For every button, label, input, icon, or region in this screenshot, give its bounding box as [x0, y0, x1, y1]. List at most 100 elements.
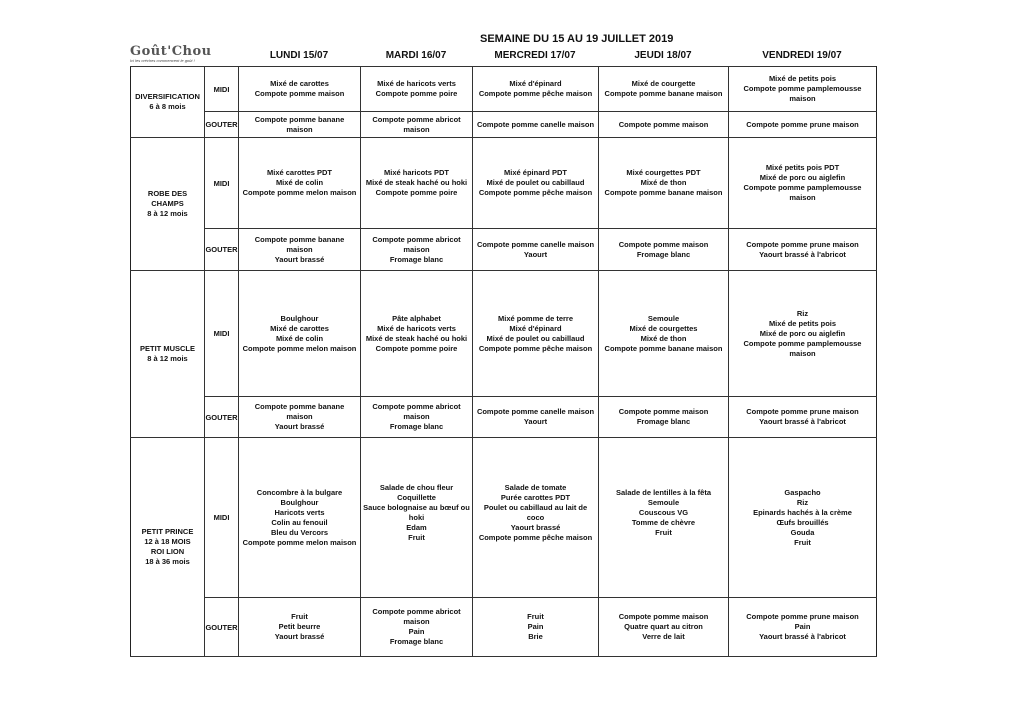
- menu-item: Mixé de steak haché ou hoki: [365, 178, 468, 187]
- menu-item: Mixé de porc ou aiglefin: [759, 328, 846, 338]
- meal-label-gouter: GOUTER: [204, 396, 239, 438]
- meal-label-gouter: GOUTER: [204, 111, 239, 138]
- menu-item: Fruit: [527, 612, 544, 621]
- menu-item: Mixé de colin: [275, 333, 324, 343]
- menu-item: Mixé de haricots verts: [377, 323, 456, 333]
- menu-item: Mixé d'épinard: [509, 79, 562, 88]
- row-midi: DIVERSIFICATION 6 à 8 mois MIDI Mixé de car…: [130, 66, 877, 138]
- age-group-label: ROBE DES CHAMPS: [147, 189, 188, 208]
- menu-cell: Pâte alphabet Mixé de haricots verts Mixé …: [360, 270, 473, 397]
- age-group-label: 12 à 18 MOIS: [144, 537, 191, 546]
- menu-item: Fruit: [794, 537, 811, 547]
- age-group: PETIT PRINCE 12 à 18 MOIS ROI LION 18 à 36 …: [130, 437, 205, 657]
- menu-item: Compote pomme canelle maison: [476, 119, 595, 129]
- menu-item: Poulet ou cabillaud au lait de coco: [483, 502, 588, 522]
- menu-item: Mixé de poulet ou cabillaud: [486, 178, 585, 187]
- menu-cell: Compote pomme maison: [598, 111, 729, 138]
- menu-item: Mixé de courgette: [631, 79, 696, 88]
- menu-item: Fromage blanc: [636, 249, 691, 259]
- menu-item: Fruit: [291, 612, 308, 621]
- menu-item: Sauce bolognaise au bœuf ou hoki: [363, 502, 470, 522]
- menu-cell: Compote pomme abricot maison Fromage blan…: [360, 228, 473, 271]
- menu-item: Edam: [406, 522, 427, 532]
- menu-item: Riz: [796, 497, 809, 507]
- menu-item: Epinards hachés à la crème: [753, 507, 852, 517]
- age-group-label: 8 à 12 mois: [147, 209, 188, 218]
- logo: Goût'Chou Ici les créches commencent le …: [130, 44, 240, 63]
- menu-item: Compote pomme maison: [618, 612, 709, 621]
- menu-item: Haricots verts: [274, 507, 325, 517]
- menu-cell: Salade de lentilles à la fêta Semoule Cous…: [598, 437, 729, 598]
- menu-cell: Gaspacho Riz Epinards hachés à la crème Œuf…: [728, 437, 877, 598]
- menu-cell: Mixé carottes PDT Mixé de colin Compote po…: [238, 137, 361, 229]
- menu-cell: Mixé épinard PDT Mixé de poulet ou cabill…: [472, 137, 599, 229]
- menu-item: Fromage blanc: [389, 254, 444, 264]
- menu-item: Yaourt brassé: [274, 422, 325, 431]
- menu-item: Coquillette: [397, 492, 436, 502]
- menu-cell: Compote pomme abricot maison: [360, 111, 473, 138]
- age-group-label: 8 à 12 mois: [147, 354, 188, 363]
- menu-item: Compote pomme prune maison: [746, 612, 859, 621]
- menu-item: Mixé petits pois PDT: [765, 163, 840, 172]
- menu-item: Mixé de porc ou aiglefin: [759, 173, 846, 182]
- menu-item: Mixé d'épinard: [509, 323, 562, 333]
- menu-cell: Mixé petits pois PDT Mixé de porc ou aigl…: [728, 137, 877, 229]
- menu-cell: Compote pomme canelle maison Yaourt: [472, 228, 599, 271]
- menu-item: Compote pomme banane maison: [254, 114, 345, 134]
- menu-item: Compote pomme abricot maison: [372, 402, 461, 421]
- day-header-vendredi: VENDREDI 19/07: [762, 50, 842, 61]
- menu-item: Mixé de haricots verts: [377, 79, 456, 88]
- menu-cell: Compote pomme canelle maison: [472, 111, 599, 138]
- menu-item: Yaourt brassé à l'abricot: [759, 249, 846, 259]
- age-group-label: PETIT PRINCE: [141, 527, 194, 536]
- menu-item: Pain: [794, 622, 811, 631]
- menu-item: Purée carottes PDT: [500, 492, 571, 502]
- menu-item: Compote pomme banane maison: [254, 234, 345, 254]
- menu-item: Compote pomme melon maison: [242, 188, 357, 197]
- menu-item: Mixé de petits pois: [768, 74, 837, 83]
- menu-cell: Compote pomme abricot maison Pain Fromage …: [360, 597, 473, 657]
- menu-item: Compote pomme banane maison: [604, 188, 723, 197]
- row-gouter: GOUTER Fruit Petit beurre Yaourt brassé Comp…: [131, 597, 877, 657]
- day-header-jeudi: JEUDI 18/07: [634, 50, 692, 61]
- menu-item: [473, 543, 598, 553]
- age-group-label: 18 à 36 mois: [145, 557, 190, 566]
- age-group: DIVERSIFICATION 6 à 8 mois: [130, 66, 205, 138]
- menu-item: Compote pomme pamplemousse maison: [743, 84, 862, 103]
- menu-cell: Compote pomme abricot maison Fromage blan…: [360, 396, 473, 438]
- menu-item: Compote pomme abricot maison: [372, 234, 461, 254]
- menu-item: Compote pomme banane maison: [604, 89, 723, 98]
- menu-item: Fromage blanc: [389, 637, 444, 646]
- logo-name: Goût'Chou: [130, 44, 212, 59]
- menu-item: Colin au fenouil: [271, 517, 328, 527]
- menu-item: Compote pomme poire: [375, 89, 458, 98]
- menu-item: Verre de lait: [642, 632, 685, 641]
- menu-item: Mixé carottes PDT: [266, 168, 333, 177]
- menu-item: Mixé de steak haché ou hoki: [365, 333, 468, 343]
- menu-cell: Fruit Pain Brie: [472, 597, 599, 657]
- menu-item: Compote pomme prune maison: [746, 407, 859, 416]
- menu-item: Compote pomme pêche maison: [478, 188, 593, 197]
- row-gouter: GOUTER Compote pomme banane maison Yaourt …: [131, 396, 877, 438]
- menu-cell: Boulghour Mixé de carottes Mixé de colin Co…: [238, 270, 361, 397]
- age-group: ROBE DES CHAMPS 8 à 12 mois: [130, 137, 205, 271]
- menu-item: Œufs brouillés: [776, 517, 829, 527]
- menu-item: Yaourt brassé: [274, 254, 325, 264]
- meal-label-midi: MIDI: [204, 66, 239, 112]
- menu-item: Compote pomme melon maison: [242, 537, 357, 547]
- menu-cell: Mixé de haricots verts Compote pomme poir…: [360, 66, 473, 112]
- menu-cell: Compote pomme banane maison Yaourt brassé: [238, 228, 361, 271]
- meal-label-midi: MIDI: [204, 137, 239, 229]
- menu-item: Gouda: [790, 527, 815, 537]
- row-midi: PETIT PRINCE 12 à 18 MOIS ROI LION 18 à 36 …: [130, 437, 877, 657]
- age-group-label: PETIT MUSCLE: [139, 344, 195, 353]
- menu-item: Riz: [796, 308, 809, 318]
- menu-item: Compote pomme pamplemousse maison: [743, 338, 862, 358]
- row-gouter: GOUTER Compote pomme banane maison Compote…: [131, 111, 877, 138]
- menu-item: Yaourt brassé: [274, 632, 325, 641]
- menu-item: Compote pomme canelle maison: [476, 239, 595, 249]
- menu-item: Tomme de chèvre: [631, 517, 696, 527]
- menu-item: Compote pomme pêche maison: [478, 89, 593, 98]
- menu-item: Yaourt: [523, 249, 548, 259]
- meal-label-gouter: GOUTER: [204, 228, 239, 271]
